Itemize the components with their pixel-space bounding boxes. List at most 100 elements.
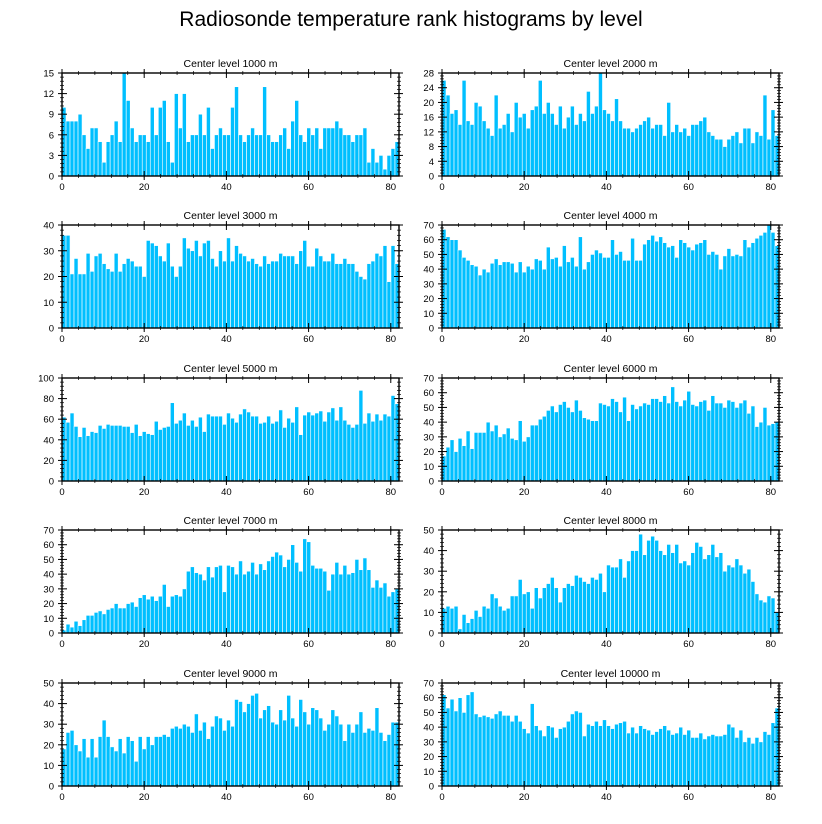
bar (493, 258, 499, 329)
bar (634, 408, 639, 482)
bar (610, 728, 615, 787)
bar (537, 80, 543, 177)
y-tick-label: 80 (43, 394, 54, 405)
bar (386, 415, 392, 482)
bar (286, 255, 291, 329)
bar (186, 570, 191, 634)
bar (302, 414, 308, 482)
y-tick-label: 40 (43, 699, 54, 710)
bar (202, 242, 207, 329)
y-tick-label: 30 (43, 584, 54, 595)
bar (477, 105, 483, 177)
bar (358, 134, 364, 177)
bar (449, 439, 455, 482)
bar (541, 268, 547, 329)
bar (238, 134, 243, 177)
bar (166, 141, 171, 177)
y-tick-label: 20 (423, 98, 434, 109)
bar (390, 245, 396, 329)
bar (250, 562, 255, 634)
y-tick-label: 28 (423, 69, 434, 80)
x-tick-label: 0 (439, 639, 444, 650)
bar (386, 734, 392, 787)
bar (306, 265, 312, 329)
bar (618, 558, 623, 634)
bar (302, 538, 308, 634)
bar (270, 556, 275, 634)
x-tick-label: 80 (385, 334, 396, 345)
bar (294, 100, 300, 177)
bar (550, 258, 555, 329)
bar (586, 418, 591, 482)
bar (326, 127, 332, 177)
bar (710, 251, 716, 329)
bar (334, 263, 340, 329)
bar (125, 258, 131, 329)
bar (646, 729, 651, 787)
bar (646, 116, 651, 177)
bar (346, 424, 352, 482)
bar (266, 560, 271, 634)
bar (81, 134, 87, 177)
bar (698, 732, 704, 787)
x-tick-label: 80 (765, 487, 776, 498)
bar (298, 250, 304, 329)
bar (582, 120, 587, 177)
bar (358, 390, 364, 482)
bar (258, 563, 263, 634)
bar (314, 247, 320, 329)
bar (166, 242, 171, 329)
bar (606, 725, 611, 787)
bar (533, 258, 539, 329)
bar (186, 141, 191, 177)
bar (178, 595, 183, 634)
bar (270, 721, 275, 787)
x-tick-label: 80 (385, 182, 396, 193)
bar (598, 402, 603, 482)
bar (594, 105, 599, 177)
bar (445, 236, 451, 329)
bar (234, 86, 239, 177)
bar (125, 426, 131, 482)
bar (690, 552, 696, 634)
bar (141, 748, 147, 787)
bar (338, 406, 344, 482)
bar (117, 141, 123, 177)
bar (242, 141, 247, 177)
bar (626, 420, 631, 482)
x-tick-label: 60 (303, 792, 314, 803)
bar (678, 239, 684, 329)
bar (290, 255, 295, 329)
bar (330, 127, 336, 177)
bar (230, 260, 235, 329)
bar (93, 432, 99, 482)
y-tick-label: 60 (423, 235, 434, 246)
bar (262, 569, 267, 634)
bar (525, 265, 531, 329)
bar (525, 591, 531, 634)
bar (210, 415, 215, 482)
bar (594, 249, 599, 329)
bar (117, 738, 123, 787)
bar (153, 600, 159, 634)
bar (449, 239, 455, 329)
bar (378, 155, 384, 177)
bar (370, 730, 376, 787)
bar (634, 550, 639, 634)
bar (574, 265, 579, 329)
bar (330, 573, 336, 634)
bar (198, 416, 203, 482)
bar (85, 756, 91, 787)
bar (182, 93, 187, 177)
bar (85, 615, 91, 634)
bar (105, 424, 111, 482)
x-tick-label: 40 (601, 334, 612, 345)
bar (290, 120, 295, 177)
bar (73, 120, 79, 177)
y-tick-label: 3 (49, 151, 54, 162)
bar (69, 626, 75, 634)
bar (594, 720, 599, 787)
bar (554, 587, 559, 634)
bar (614, 254, 619, 329)
